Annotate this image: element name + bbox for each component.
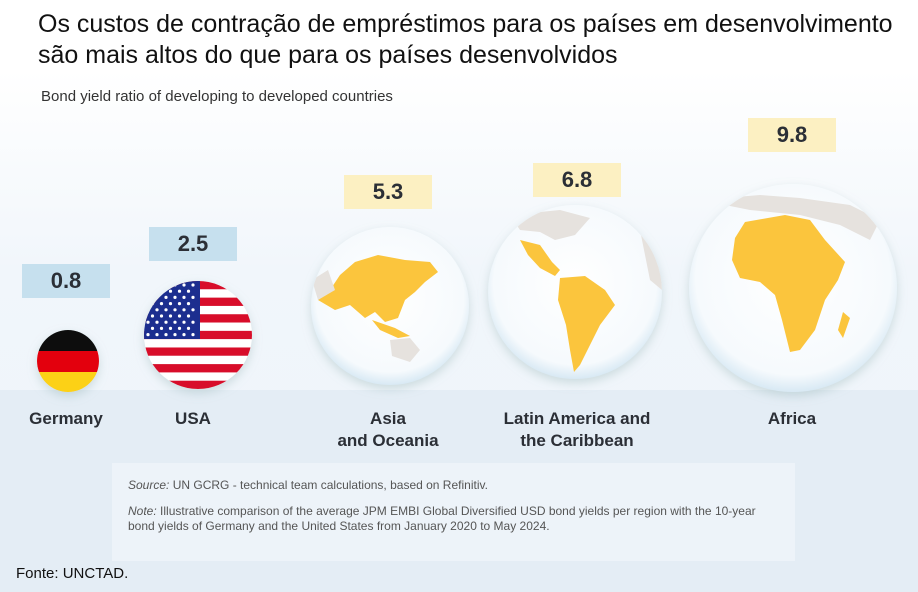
flag-star [159,302,164,306]
category-label-line: Latin America and [503,409,651,428]
flag-star [173,295,177,299]
flag-star [155,308,159,312]
flag-star [146,283,150,287]
chart-subtitle: Bond yield ratio of developing to develo… [41,88,393,105]
latin-america-globe-icon [488,205,662,379]
value-label-latin-america-globe: 6.8 [533,163,621,197]
flag-star [146,333,150,337]
category-label: USA [175,408,211,430]
category-label-line: Asia [370,409,406,428]
notes-box [112,463,795,561]
flag-star [191,320,195,324]
flag-star [150,289,155,293]
flag-star [164,333,168,337]
flag-star [173,320,177,324]
flag-star [168,314,173,318]
category-label-line: the Caribbean [520,431,634,450]
value-label-germany-flag: 0.8 [22,264,110,298]
usa-flag-icon [144,281,252,389]
flag-star [150,326,155,330]
flag-star [177,314,182,318]
flag-star [173,308,177,312]
value-label-asia-globe: 5.3 [344,175,432,209]
category-label: Africa [768,408,816,430]
flag-star [191,308,195,312]
flag-star [159,314,164,318]
category-label-line: Africa [767,409,817,428]
flag-stripe [144,372,252,381]
flag-star [186,302,191,306]
flag-star [191,283,195,287]
category-label-line: USA [175,409,211,428]
note-text: Illustrative comparison of the average J… [128,504,756,533]
note-label: Note: [128,504,157,518]
flag-star [150,314,155,318]
flag-star [168,302,173,306]
page-title: Os custos de contração de empréstimos pa… [38,10,893,69]
flag-star [155,295,159,299]
flag-star [168,289,173,293]
category-label-line: Germany [29,409,103,428]
credit-line: Fonte: UNCTAD. [16,565,129,582]
flag-star [164,320,168,324]
flag-star [164,283,168,287]
flag-stripe [144,355,252,365]
flag-star [182,333,186,337]
flag-star [146,320,150,324]
asia-globe-icon [311,227,469,385]
flag-star [177,302,182,306]
flag-stripe [144,339,252,348]
category-label: Germany [29,408,103,430]
flag-stripe [144,364,252,373]
source-text: UN GCRG - technical team calculations, b… [169,478,488,492]
flag-star [186,326,191,330]
flag-star [168,326,173,330]
value-label-usa-flag: 2.5 [149,227,237,261]
flag-stripe [144,347,252,356]
source-label: Source: [128,478,170,492]
flag-star [159,289,164,293]
flag-star [186,289,191,293]
flag-star [146,308,150,312]
flag-star [182,295,186,299]
flag-star [186,314,191,318]
category-label: Latin America and the Caribbean [504,408,651,452]
category-label: Asia and Oceania [337,408,438,452]
flag-star [159,326,164,330]
flag-star [177,326,182,330]
flag-star [182,320,186,324]
flag-star [150,302,155,306]
flag-star [155,283,159,287]
value-label-africa-globe: 9.8 [748,118,836,152]
flag-star [164,295,168,299]
flag-star [164,308,168,312]
category-label-line: and Oceania [337,431,439,450]
germany-flag-icon [37,330,99,392]
note-text-block: Note: Illustrative comparison of the ave… [128,504,778,534]
flag-star [177,289,182,293]
africa-globe-icon [689,184,897,392]
flag-star [182,308,186,312]
source-note: Source: UN GCRG - technical team calcula… [128,478,488,492]
flag-star [182,283,186,287]
flag-star [173,333,177,337]
flag-star [191,295,195,299]
flag-star [155,320,159,324]
flag-star [146,295,150,299]
flag-stripe [144,380,252,389]
flag-star [191,333,195,337]
flag-star [173,283,177,287]
flag-star [155,333,159,337]
